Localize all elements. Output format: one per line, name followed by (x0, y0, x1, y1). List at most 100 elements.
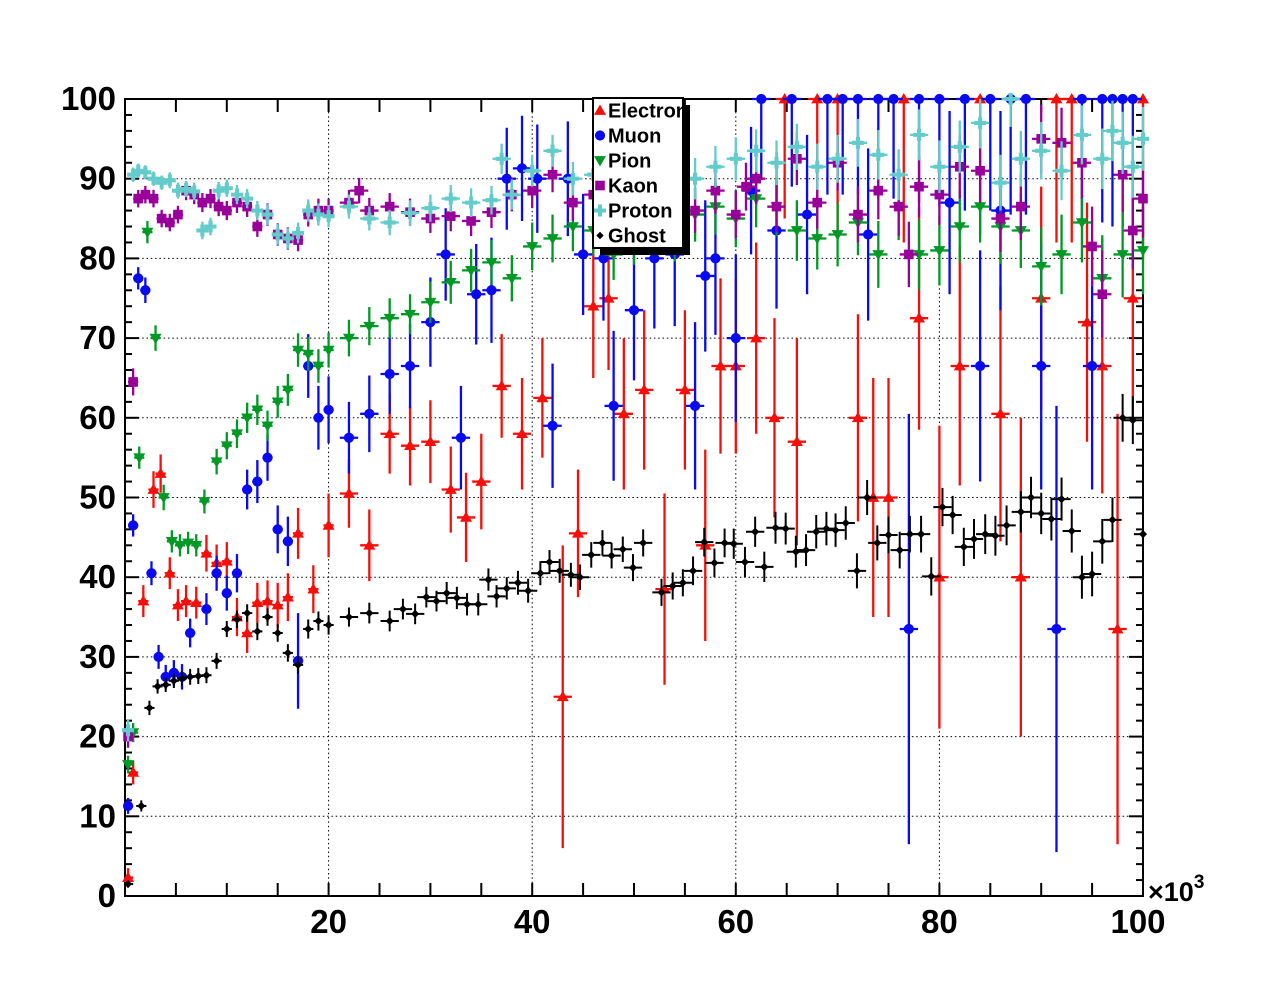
data-point-pion (230, 429, 243, 440)
data-point-electron (1137, 93, 1149, 104)
data-point-kaon (133, 193, 144, 204)
data-point-kaon (173, 209, 183, 220)
data-point-ghost (639, 538, 648, 548)
data-point-kaon (690, 205, 700, 216)
data-point-pion (1075, 218, 1088, 229)
legend-marker-electron (594, 104, 606, 115)
data-point-ghost (791, 547, 800, 556)
data-point-muon (1051, 623, 1062, 635)
data-point-muon (628, 305, 640, 316)
data-point-proton (122, 724, 135, 737)
data-point-ghost (411, 609, 420, 618)
data-point-pion (312, 361, 325, 372)
data-point-electron (292, 527, 305, 538)
data-point-proton (505, 188, 518, 201)
data-point-pion (322, 345, 335, 357)
data-point-muon (822, 93, 833, 105)
data-point-electron (882, 491, 895, 502)
data-point-proton (526, 164, 539, 177)
data-point-ghost (801, 546, 811, 555)
data-point-ghost (587, 550, 596, 559)
data-point-kaon (1087, 241, 1097, 252)
data-point-electron (342, 487, 355, 498)
data-point-proton (729, 152, 742, 165)
data-point-kaon (252, 221, 263, 232)
legend-label-muon: Muon (608, 126, 661, 148)
data-point-kaon (527, 185, 537, 196)
data-point-ghost (1047, 514, 1056, 524)
data-point-ghost (253, 627, 262, 636)
data-point-pion (1055, 250, 1068, 261)
data-point-proton (302, 204, 315, 217)
data-point-pion (913, 250, 926, 261)
legend-marker-pion (594, 156, 606, 167)
data-point-pion (1137, 246, 1149, 257)
data-point-muon (486, 285, 497, 296)
data-point-ghost (524, 586, 533, 595)
data-point-proton (281, 232, 294, 245)
data-point-proton (127, 168, 140, 181)
data-point-kaon (1016, 201, 1026, 212)
data-point-ghost (841, 518, 850, 528)
y-tick-label: 0 (98, 877, 116, 914)
data-point-ghost (1067, 526, 1076, 536)
data-point-proton (292, 226, 305, 239)
data-point-electron (424, 435, 437, 447)
data-point-ghost (981, 530, 990, 539)
data-point-proton (241, 192, 254, 205)
data-point-ghost (657, 588, 666, 597)
data-point-ghost (1088, 569, 1097, 579)
data-point-muon (153, 651, 164, 663)
data-point-kaon (893, 201, 904, 212)
data-point-electron (460, 511, 473, 522)
data-point-pion (342, 333, 355, 345)
data-point-muon (532, 173, 543, 184)
data-point-muon (598, 253, 609, 264)
data-point-electron (602, 292, 615, 303)
data-point-ghost (863, 493, 872, 502)
data-point-proton (465, 196, 478, 209)
data-point-pion (444, 277, 457, 289)
data-point-muon (252, 476, 263, 487)
data-point-muon (959, 93, 970, 105)
data-point-ghost (831, 526, 840, 535)
x-tick-label: 100 (1110, 903, 1165, 940)
data-point-ghost (751, 527, 760, 536)
data-point-ghost (263, 612, 272, 622)
data-point-proton (322, 210, 335, 223)
data-point-proton (770, 156, 783, 169)
data-point-pion (190, 541, 203, 552)
data-point-ghost (969, 534, 979, 544)
data-point-pion (141, 227, 154, 239)
data-point-electron (1111, 623, 1124, 634)
y-tick-label: 20 (79, 718, 116, 755)
data-point-kaon (384, 201, 395, 212)
data-point-proton (913, 128, 926, 141)
data-point-muon (608, 400, 619, 411)
data-point-electron (587, 300, 600, 311)
data-point-proton (155, 176, 168, 189)
data-point-pion (302, 349, 315, 361)
data-point-pion (872, 250, 885, 261)
data-point-ghost (194, 671, 203, 681)
data-point-proton (831, 152, 844, 165)
data-point-kaon (148, 193, 159, 204)
data-point-pion (292, 345, 305, 357)
data-point-proton (1106, 124, 1119, 137)
data-point-muon (985, 93, 996, 105)
data-point-kaon (914, 181, 924, 192)
data-point-pion (261, 421, 274, 432)
data-point-electron (790, 435, 803, 447)
data-point-ghost (1016, 507, 1025, 516)
data-point-ghost (344, 612, 354, 622)
data-point-ghost (145, 703, 154, 713)
y-tick-label: 60 (79, 399, 116, 436)
data-point-electron (281, 591, 294, 602)
legend-marker-proton (594, 204, 607, 217)
data-point-ghost (678, 578, 687, 587)
data-point-pion (363, 321, 376, 333)
data-point-muon (547, 420, 558, 431)
data-point-ghost (740, 557, 750, 567)
data-point-kaon (156, 213, 167, 224)
data-point-muon (168, 667, 179, 678)
